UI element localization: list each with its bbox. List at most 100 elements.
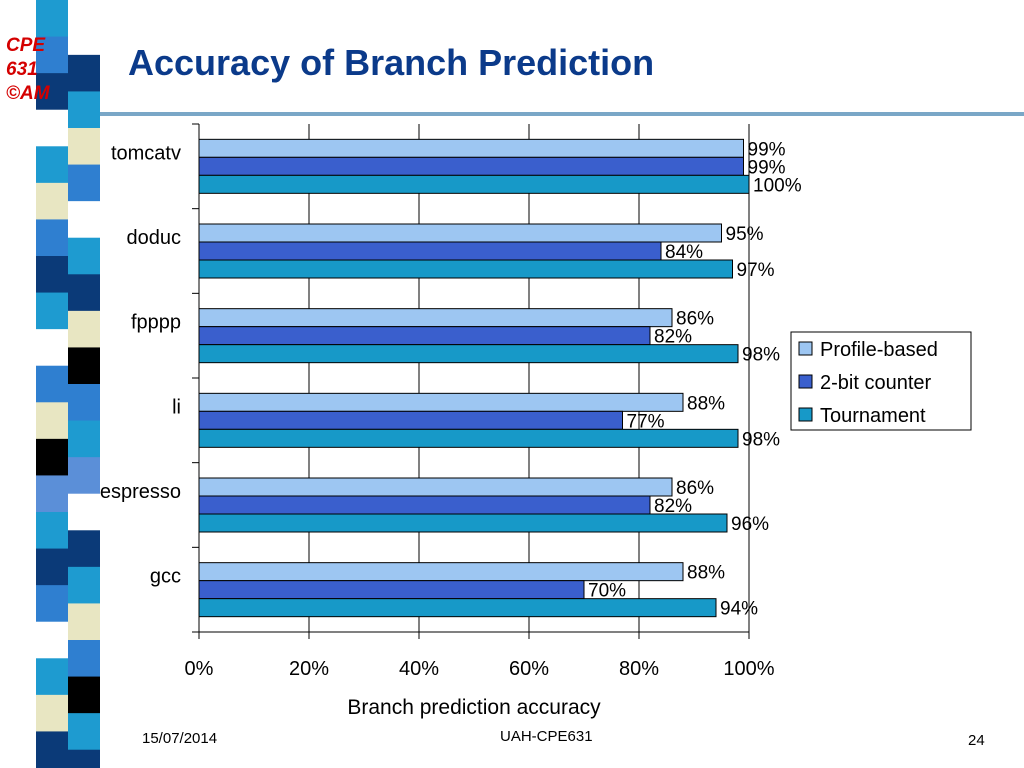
stripe-block bbox=[36, 365, 68, 404]
data-label: 86% bbox=[676, 309, 714, 330]
category-label: li bbox=[172, 396, 181, 418]
stripe-block bbox=[36, 731, 68, 768]
x-tick-label: 40% bbox=[399, 658, 439, 680]
stripe-block bbox=[36, 585, 68, 623]
bar bbox=[198, 174, 750, 194]
stripe-block bbox=[36, 36, 68, 75]
bar bbox=[198, 562, 684, 582]
stripe-block bbox=[36, 402, 68, 440]
category-label: gcc bbox=[150, 566, 181, 588]
stripe-block bbox=[68, 54, 100, 93]
stripe-block bbox=[68, 237, 100, 276]
stripe-block bbox=[68, 676, 100, 715]
stripe-block bbox=[36, 0, 68, 38]
stripe-block bbox=[68, 164, 100, 203]
x-tick-label: 60% bbox=[509, 658, 549, 680]
footer-date: 15/07/2014 bbox=[142, 730, 218, 747]
stripe-block bbox=[36, 146, 68, 184]
page-title: Accuracy of Branch Prediction bbox=[128, 42, 655, 83]
category-label: doduc bbox=[127, 227, 182, 249]
data-label: 96% bbox=[731, 514, 769, 535]
legend-swatch bbox=[798, 374, 813, 389]
x-axis-title: Branch prediction accuracy bbox=[347, 696, 601, 719]
stripe-block bbox=[68, 530, 100, 568]
data-label: 99% bbox=[748, 139, 786, 160]
category-label: tomcatv bbox=[111, 142, 181, 164]
bar bbox=[198, 477, 673, 497]
data-label: 88% bbox=[687, 563, 725, 584]
stripe-block bbox=[36, 182, 68, 221]
data-label: 82% bbox=[654, 327, 692, 348]
stripe-block bbox=[68, 640, 100, 678]
stripe-block bbox=[68, 310, 100, 349]
bar bbox=[198, 392, 684, 412]
stripe-block bbox=[36, 438, 68, 477]
stripe-block bbox=[68, 18, 100, 56]
stripe-block bbox=[68, 493, 100, 532]
data-label: 88% bbox=[687, 393, 725, 414]
data-label: 99% bbox=[748, 157, 786, 178]
bar bbox=[198, 326, 651, 346]
data-label: 95% bbox=[726, 224, 764, 245]
stripe-block bbox=[68, 201, 100, 239]
data-label: 98% bbox=[742, 429, 780, 450]
stripe-block bbox=[68, 384, 100, 422]
stripe-block bbox=[68, 457, 100, 495]
stripe-block bbox=[36, 256, 68, 294]
data-label: 98% bbox=[742, 345, 780, 366]
stripe-block bbox=[36, 109, 68, 148]
category-label: espresso bbox=[100, 481, 181, 503]
stripe-block bbox=[68, 91, 100, 129]
course-label: CPE 631 ©AM bbox=[6, 34, 92, 106]
chart-axes: 0% 20% 40% 60% 80% 100% tomcatv doduc fpppp li esp… bbox=[100, 123, 775, 680]
bar bbox=[198, 223, 722, 243]
stripe-block bbox=[36, 694, 68, 733]
stripe-block bbox=[36, 512, 68, 550]
legend-swatch bbox=[798, 407, 813, 422]
stripe-block bbox=[36, 548, 68, 587]
stripe-block bbox=[36, 658, 68, 696]
course-label-line: 631 bbox=[6, 59, 38, 80]
stripe-block bbox=[36, 475, 68, 513]
data-label: 84% bbox=[665, 242, 703, 263]
chart-gridlines bbox=[308, 124, 750, 632]
bar bbox=[198, 259, 733, 279]
data-label: 86% bbox=[676, 478, 714, 499]
x-tick-label: 80% bbox=[619, 658, 659, 680]
stripe-block bbox=[68, 749, 100, 768]
stripe-block bbox=[36, 292, 68, 331]
course-label-line: CPE bbox=[6, 35, 46, 56]
stripe-block bbox=[68, 566, 100, 605]
bar bbox=[198, 241, 662, 261]
data-label: 97% bbox=[737, 260, 775, 281]
data-label: 94% bbox=[720, 599, 758, 620]
course-label-line: ©AM bbox=[6, 83, 50, 104]
legend-label: 2-bit counter bbox=[820, 372, 932, 394]
legend-label: Profile-based bbox=[820, 339, 938, 361]
bar bbox=[198, 513, 728, 533]
data-label: 82% bbox=[654, 496, 692, 517]
x-tick-label: 0% bbox=[185, 658, 214, 680]
stripe-block bbox=[36, 621, 68, 660]
stripe-block bbox=[68, 128, 100, 166]
footer-course: UAH-CPE631 bbox=[500, 728, 593, 745]
stripe-block bbox=[68, 603, 100, 641]
stripe-block bbox=[36, 329, 68, 367]
stripe-block bbox=[36, 73, 68, 111]
chart-data-labels: 99%99%100%95%84%97%86%82%98%88%77%98%86%… bbox=[588, 139, 802, 619]
legend-swatch bbox=[798, 341, 813, 356]
stripe-block bbox=[68, 420, 100, 459]
stripe-block bbox=[36, 219, 68, 257]
bar bbox=[198, 156, 744, 176]
stripe-block bbox=[68, 274, 100, 312]
category-label: fpppp bbox=[131, 312, 181, 334]
x-tick-label: 100% bbox=[723, 658, 774, 680]
bar bbox=[198, 580, 585, 600]
stripe-block bbox=[68, 347, 100, 385]
data-label: 70% bbox=[588, 581, 626, 602]
legend-box bbox=[790, 331, 972, 431]
bar bbox=[198, 410, 623, 430]
chart-legend: Profile-based 2-bit counter Tournament bbox=[790, 331, 972, 431]
legend-label: Tournament bbox=[820, 405, 926, 427]
